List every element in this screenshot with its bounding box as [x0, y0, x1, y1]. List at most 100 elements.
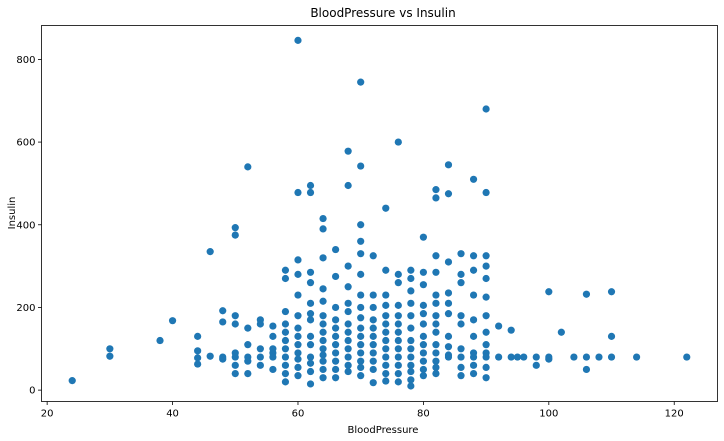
data-point	[294, 312, 302, 320]
data-point	[482, 341, 490, 349]
data-point	[382, 266, 390, 274]
data-point	[332, 374, 340, 382]
data-point	[281, 378, 290, 386]
data-point	[419, 268, 427, 276]
data-point	[382, 377, 390, 385]
data-point	[394, 369, 402, 378]
data-point	[507, 353, 515, 361]
data-point	[369, 357, 377, 365]
data-point	[369, 341, 377, 349]
data-point	[407, 287, 415, 295]
data-point	[432, 328, 440, 336]
data-point	[394, 353, 402, 361]
data-point	[319, 297, 327, 305]
data-point	[444, 289, 453, 297]
data-point	[457, 270, 465, 278]
y-tick-label: 400	[16, 220, 35, 231]
data-point	[269, 353, 277, 361]
data-point	[244, 369, 252, 378]
data-point	[319, 374, 327, 382]
data-point	[294, 270, 302, 278]
data-point	[432, 312, 440, 320]
data-point	[469, 266, 478, 274]
data-point	[407, 361, 415, 369]
data-point	[231, 361, 239, 369]
data-point	[532, 353, 540, 361]
data-point	[244, 357, 252, 365]
data-point	[394, 279, 402, 287]
data-point	[513, 353, 522, 361]
data-point	[432, 363, 440, 371]
data-point	[231, 224, 239, 232]
data-point	[306, 188, 315, 197]
data-point	[344, 353, 352, 361]
data-point	[369, 252, 377, 260]
data-point	[382, 291, 390, 299]
data-point	[319, 357, 327, 365]
data-point	[457, 312, 465, 320]
data-point	[344, 299, 352, 307]
data-point	[382, 345, 390, 353]
data-point	[256, 353, 264, 361]
data-point	[294, 36, 302, 44]
data-point	[357, 357, 365, 365]
data-point	[269, 332, 277, 340]
chart-title: BloodPressure vs Insulin	[310, 6, 455, 20]
data-point	[332, 245, 340, 254]
data-point	[419, 310, 427, 318]
data-point	[469, 353, 478, 361]
data-point	[206, 352, 214, 360]
data-point	[394, 301, 402, 309]
data-point	[194, 354, 202, 362]
data-point	[194, 360, 202, 368]
data-point	[344, 320, 352, 328]
data-point	[407, 382, 415, 390]
data-point	[495, 322, 503, 330]
data-point	[382, 336, 390, 345]
data-point	[231, 231, 239, 239]
data-point	[156, 336, 164, 345]
data-point	[244, 163, 252, 171]
data-point	[469, 291, 478, 299]
data-point	[432, 369, 440, 378]
data-point	[332, 341, 340, 349]
data-point	[319, 254, 327, 262]
data-point	[482, 188, 490, 197]
data-point	[357, 303, 365, 312]
data-point	[306, 367, 315, 376]
data-point	[457, 353, 465, 361]
y-tick-label: 0	[29, 386, 35, 397]
data-point	[306, 299, 315, 307]
data-point	[495, 353, 503, 361]
x-axis-label: BloodPressure	[348, 425, 419, 436]
data-point	[168, 317, 177, 325]
data-point	[344, 181, 352, 190]
data-point	[432, 291, 440, 299]
data-point	[306, 359, 315, 367]
data-point	[444, 353, 453, 361]
data-point	[482, 274, 490, 283]
data-point	[306, 332, 315, 340]
data-point	[369, 324, 377, 332]
data-point	[219, 318, 227, 326]
data-point	[394, 320, 402, 328]
data-point	[194, 332, 202, 340]
data-point	[469, 361, 478, 369]
data-point	[432, 349, 440, 357]
data-point	[432, 320, 440, 328]
data-point	[419, 320, 427, 328]
data-point	[607, 353, 616, 361]
data-point	[281, 345, 290, 353]
data-point	[256, 320, 264, 328]
y-tick-label: 800	[16, 55, 35, 66]
data-point	[633, 353, 641, 361]
data-point	[231, 312, 239, 320]
data-point	[294, 341, 302, 349]
data-point	[194, 347, 202, 355]
data-point	[344, 283, 352, 291]
data-point	[319, 328, 327, 336]
data-point	[369, 365, 377, 374]
data-point	[332, 324, 340, 332]
data-point	[306, 310, 315, 318]
data-point	[357, 270, 365, 278]
